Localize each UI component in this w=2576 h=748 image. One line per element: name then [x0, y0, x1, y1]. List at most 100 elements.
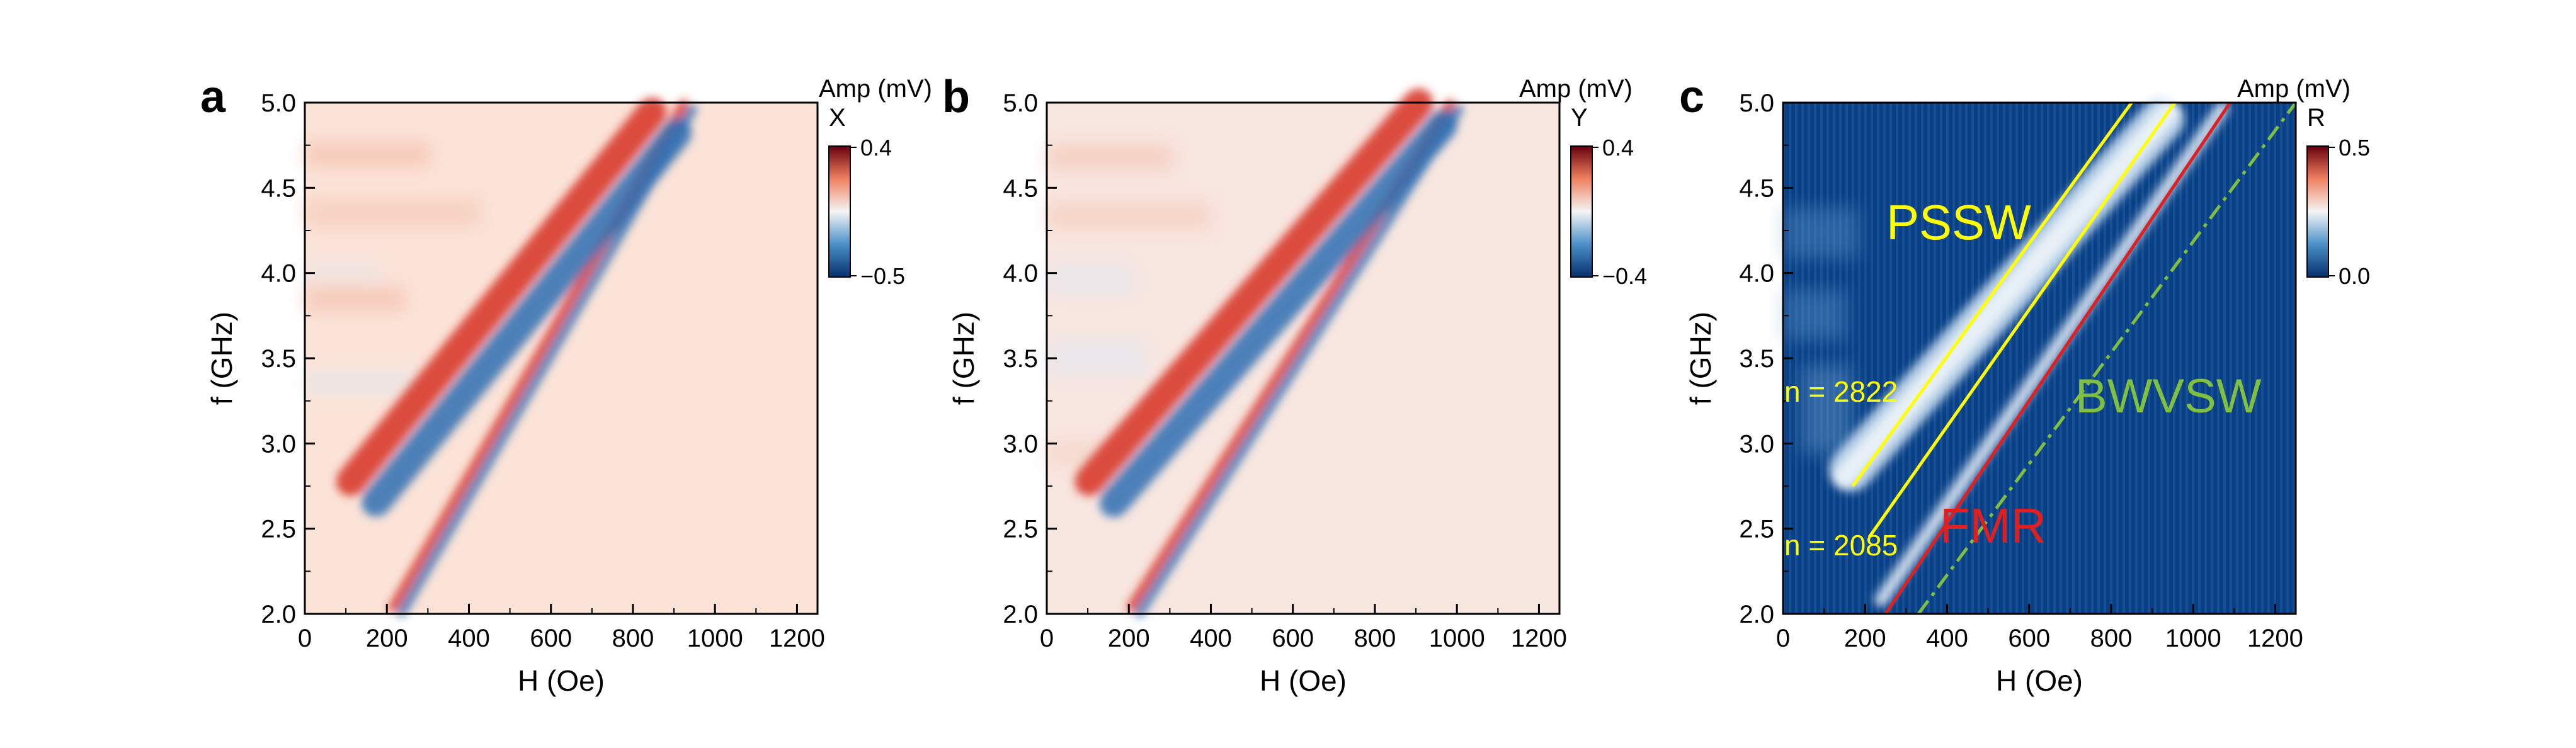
panel-b-xlabel: H (Oe) [1260, 664, 1347, 697]
panel-b-ytick-label: 5.0 [1003, 89, 1038, 117]
panel-c-fit-line-pssw-n2822 [1851, 101, 2133, 487]
panel-a-ytick-label: 3.0 [261, 430, 296, 458]
panel-c-annotation-n2822: n = 2822 [1784, 375, 1898, 408]
panel-b-fmr-band-blue [1135, 105, 1464, 618]
panel-b-colorbar-max: 0.4 [1602, 135, 1634, 161]
panel-c-fit-line-bwvsw [1917, 101, 2298, 615]
panel-a-ytick-label: 2.0 [261, 601, 296, 628]
panel-c-fmr-band-core [1875, 101, 2228, 606]
panel-a-xtick-label: 1000 [687, 625, 743, 652]
panel-c-ytick-label: 2.0 [1739, 601, 1774, 628]
panel-c: 0 200 400 600 800 1000 1200 2.0 2.5 3.0 3.5 4.0 4.5 5… [1679, 72, 2370, 697]
panel-b-colorbar: Amp (mV) Y 0.4 −0.4 [1519, 75, 1647, 289]
panel-c-ytick-label: 3.5 [1739, 345, 1774, 373]
panel-a-xtick-label: 0 [298, 625, 312, 652]
panel-a-ytick-label: 3.5 [261, 345, 296, 373]
panel-b-colorbar-title: Amp (mV) [1519, 75, 1633, 103]
panel-a-pssw-band-blue [362, 118, 692, 517]
panel-c-fit-lines [1851, 101, 2298, 615]
panel-a-plot-background [305, 103, 818, 614]
panel-a-xtick-label: 400 [448, 625, 490, 652]
panel-a-xtick-label: 600 [530, 625, 572, 652]
panel-b-letter: b [942, 72, 970, 122]
panel-a-xlabel: H (Oe) [518, 664, 605, 697]
panel-c-annotation-fmr: FMR [1940, 498, 2046, 553]
panel-b-ytick-label: 3.5 [1003, 345, 1038, 373]
panel-c-letter: c [1679, 72, 1704, 122]
panel-b-ytick-label: 4.0 [1003, 260, 1038, 288]
panel-c-heatmap-texture [1783, 208, 1859, 453]
panel-c-annotation-bwvsw: BWVSW [2075, 370, 2262, 423]
panel-c-colorbar-channel: R [2307, 104, 2325, 132]
panel-b-ytick-label: 2.0 [1003, 601, 1038, 628]
panel-c-colorbar-min: 0.0 [2339, 263, 2370, 289]
panel-c-annotation-n2085: n = 2085 [1784, 529, 1898, 562]
panel-b-colorbar-channel: Y [1571, 104, 1588, 132]
panel-c-colorbar-max: 0.5 [2339, 135, 2370, 161]
panel-a-colorbar-max: 0.4 [860, 135, 892, 161]
panel-b-ylabel: f (GHz) [947, 312, 980, 405]
panel-b-xtick-label: 200 [1108, 625, 1150, 652]
panel-c-xtick-label: 600 [2008, 625, 2050, 652]
panel-c-annotation-pssw: PSSW [1886, 195, 2031, 250]
panel-c-fit-line-pssw-n2085 [1867, 101, 2176, 538]
panel-c-ytick-label: 3.0 [1739, 430, 1774, 458]
panel-c-ytick-label: 4.0 [1739, 260, 1774, 288]
panel-a-ytick-label: 4.5 [261, 174, 296, 202]
panel-a-pssw-band [336, 98, 692, 517]
panel-b-pssw-band-blue [1099, 110, 1458, 518]
panel-b-pssw-band [1074, 88, 1458, 518]
panel-b-xtick-label: 0 [1040, 625, 1054, 652]
panel-b-ytick-label: 4.5 [1003, 174, 1038, 202]
panel-a-colorbar-channel: X [829, 104, 846, 132]
panel-a-colorbar-title: Amp (mV) [819, 75, 932, 103]
panel-a-bands [336, 98, 697, 617]
panel-b-pssw-band-red [1074, 88, 1433, 496]
panel-a-xtick-label: 200 [366, 625, 408, 652]
panel-c-frame [1782, 101, 2297, 615]
panel-a-ylabel: f (GHz) [205, 312, 238, 405]
panel-c-xtick-label: 1200 [2247, 625, 2303, 652]
panel-b-ytick-label: 3.0 [1003, 430, 1038, 458]
panel-a-fmr-band-blue [397, 105, 697, 617]
panel-a-colorbar: Amp (mV) X 0.4 −0.5 [819, 75, 932, 289]
panel-a-colorbar-min: −0.5 [860, 263, 905, 289]
panel-a-xtick-label: 800 [612, 625, 654, 652]
panel-a-heatmap-texture [305, 142, 481, 394]
panel-a-ytick-label: 5.0 [261, 89, 296, 117]
panel-c-colorbar-title: Amp (mV) [2237, 75, 2351, 103]
panel-a-letter: a [200, 72, 226, 122]
panel-b-heatmap-texture [1047, 145, 1211, 466]
panel-b-ytick-label: 2.5 [1003, 516, 1038, 543]
panel-b-bands [1074, 88, 1464, 618]
panel-b-xtick-label: 400 [1190, 625, 1232, 652]
panel-b: 0 200 400 600 800 1000 1200 2.0 2.5 3.0 3.5 4.0 4.5 5… [942, 72, 1647, 697]
panel-c-ylabel: f (GHz) [1684, 312, 1717, 405]
panel-c-ytick-label: 5.0 [1739, 89, 1774, 117]
panel-a-pssw-band-red [336, 98, 666, 496]
panel-c-colorbar: Amp (mV) R 0.5 0.0 [2237, 75, 2370, 289]
panel-c-xtick-label: 0 [1776, 625, 1790, 652]
panel-c-xtick-label: 800 [2090, 625, 2133, 652]
panel-b-xtick-label: 800 [1354, 625, 1396, 652]
panel-c-ytick-label: 4.5 [1739, 174, 1774, 202]
panel-c-fit-line-fmr [1884, 101, 2231, 615]
panel-a-frame [304, 101, 819, 615]
panel-c-ytick-label: 2.5 [1739, 516, 1774, 543]
panel-b-xtick-label: 600 [1272, 625, 1314, 652]
panel-a-ytick-label: 4.0 [261, 260, 296, 288]
panel-c-xtick-label: 200 [1844, 625, 1886, 652]
panel-a-ytick-label: 2.5 [261, 516, 296, 543]
panel-c-xtick-label: 1000 [2165, 625, 2221, 652]
panel-a: 0 200 400 600 800 1000 1200 2.0 2.5 3.0 3.5 4.0 4.5 5… [200, 72, 932, 697]
panel-c-xlabel: H (Oe) [1996, 664, 2083, 697]
panel-c-xtick-label: 400 [1926, 625, 1968, 652]
panel-b-colorbar-min: −0.4 [1602, 263, 1647, 289]
panel-b-xtick-label: 1000 [1429, 625, 1485, 652]
panel-c-fmr-band [1874, 101, 2230, 607]
panel-b-xtick-label: 1200 [1511, 625, 1567, 652]
panel-b-frame [1046, 101, 1561, 615]
panel-a-xtick-label: 1200 [769, 625, 825, 652]
panel-a-ticks: 0 200 400 600 800 1000 1200 2.0 2.5 3.0 3.5 4.0 4.5 5… [261, 89, 825, 652]
